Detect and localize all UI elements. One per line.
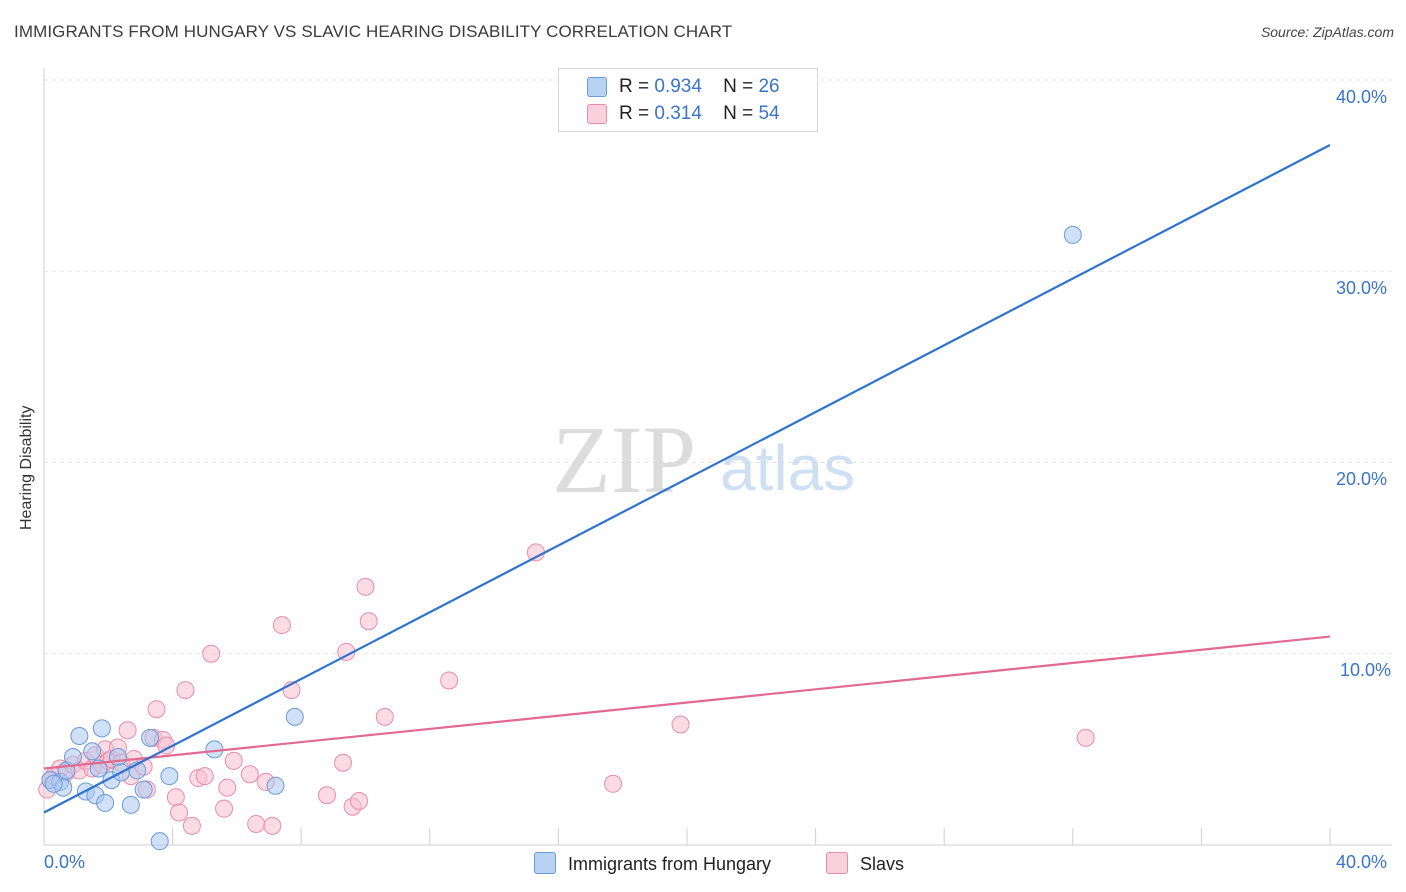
slavs-point (604, 774, 623, 793)
slavs-points (38, 543, 1095, 835)
slavs-point (356, 577, 375, 596)
watermark-atlas: atlas (720, 432, 855, 504)
hungary-point (285, 707, 304, 726)
legend-r-label: R = (619, 103, 650, 124)
hungary-trendline (43, 144, 1331, 814)
slavs-point (166, 788, 185, 807)
hungary-point (83, 742, 102, 761)
y-axis-label: Hearing Disability (18, 405, 35, 531)
hungary-point (1063, 225, 1082, 244)
hungary-point (134, 780, 153, 799)
hungary-point (150, 832, 169, 851)
hungary-point (44, 774, 63, 793)
slavs-point (359, 612, 378, 631)
y-tick-label-10: 10.0% (1340, 660, 1392, 680)
legend-r-label: R = (619, 76, 650, 97)
legend-n-label: N = (723, 103, 754, 124)
chart-title: IMMIGRANTS FROM HUNGARY VS SLAVIC HEARIN… (14, 22, 733, 41)
slavs-point (147, 700, 166, 719)
hungary-point (108, 748, 127, 767)
slavs-point (375, 707, 394, 726)
slavs-point (195, 767, 214, 786)
slavs-point (333, 753, 352, 772)
legend-text-hungary: R = 0.934 N = 26 (619, 76, 780, 98)
bottom-legend-hungary-label: Immigrants from Hungary (568, 854, 772, 874)
watermark-zip: ZIP (552, 406, 696, 513)
bottom-swatch-slavs (826, 852, 848, 874)
source-label: Source: ZipAtlas.com (1260, 24, 1394, 40)
slavs-point (671, 715, 690, 734)
hungary-point (70, 726, 89, 745)
hungary-point (63, 748, 82, 767)
slavs-point (182, 816, 201, 835)
x-tick-label-min: 0.0% (44, 852, 86, 872)
slavs-point (272, 616, 291, 635)
legend-swatch-hungary (587, 77, 607, 97)
slavs-point (1076, 728, 1095, 747)
hungary-point (160, 767, 179, 786)
slavs-point (247, 814, 266, 833)
hungary-points (41, 225, 1082, 851)
hungary-point (266, 776, 285, 795)
slavs-point (240, 765, 259, 784)
bottom-legend-slavs: Slavs (826, 852, 904, 875)
slavs-point (350, 792, 369, 811)
legend-swatch-slavs (587, 104, 607, 124)
legend-r-value: 0.934 (654, 76, 702, 97)
slavs-point (215, 799, 234, 818)
slavs-trendline (43, 635, 1331, 770)
slavs-point (263, 816, 282, 835)
slavs-point (224, 751, 243, 770)
legend-text-slavs: R = 0.314 N = 54 (619, 103, 780, 125)
legend-n-value: 54 (758, 103, 780, 124)
legend-n-value: 26 (758, 76, 780, 97)
hungary-point (92, 719, 111, 738)
slavs-point (118, 721, 137, 740)
slavs-point (440, 671, 459, 690)
legend-n-label: N = (723, 76, 754, 97)
trendlines (43, 144, 1331, 814)
slavs-point (218, 778, 237, 797)
stats-legend: R = 0.934 N = 26 R = 0.314 N = 54 (558, 68, 818, 132)
y-tick-label-30: 30.0% (1336, 278, 1388, 298)
legend-r-value: 0.314 (654, 103, 702, 124)
grid (44, 79, 1392, 655)
watermark: ZIP atlas (552, 406, 855, 513)
bottom-legend-slavs-label: Slavs (860, 854, 905, 874)
y-tick-label-20: 20.0% (1336, 469, 1388, 489)
x-tick-label-max: 40.0% (1336, 852, 1388, 872)
hungary-point (96, 793, 115, 812)
hungary-point (121, 795, 140, 814)
slavs-point (317, 786, 336, 805)
bottom-legend-hungary: Immigrants from Hungary (534, 852, 771, 875)
slavs-point (176, 681, 195, 700)
bottom-swatch-hungary (534, 852, 556, 874)
y-tick-label-40: 40.0% (1336, 87, 1388, 107)
hungary-point (141, 728, 160, 747)
slavs-point (170, 803, 189, 822)
axes (43, 68, 1392, 846)
slavs-point (202, 644, 221, 663)
